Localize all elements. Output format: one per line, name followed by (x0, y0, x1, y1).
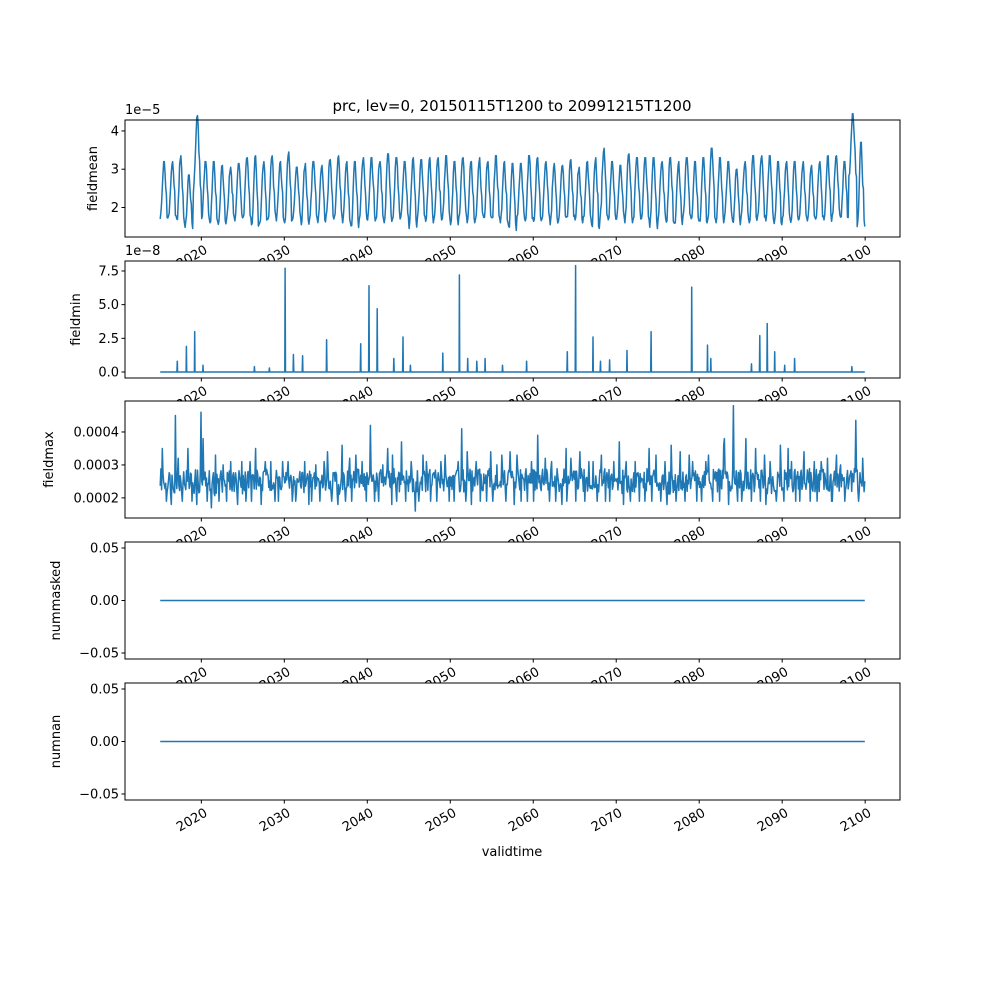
series-line-fieldmean (159, 112, 866, 232)
y-tick-label: 0.00 (90, 594, 119, 609)
axes-frame-fieldmean (124, 119, 901, 238)
y-tick-label: −0.05 (79, 788, 119, 803)
y-tick-label: 3 (111, 163, 119, 178)
y-tick-label: 0.00 (90, 735, 119, 750)
series-line-fieldmax (159, 404, 866, 512)
y-axis-label-numnan: numnan (49, 715, 64, 769)
chart-title: prc, lev=0, 20150115T1200 to 20991215T12… (332, 97, 691, 115)
y-offset-label: 1e−8 (125, 244, 160, 259)
series-line-fieldmin (160, 264, 865, 373)
y-tick-label: 5.0 (98, 298, 119, 313)
y-axis-label-fieldmean: fieldmean (86, 146, 101, 211)
y-tick-label: 0.0004 (74, 425, 120, 440)
y-tick-label: 2.5 (98, 332, 119, 347)
y-axis-label-fieldmin: fieldmin (69, 293, 84, 346)
y-tick-label: 2 (111, 201, 119, 216)
y-tick-label: 7.5 (98, 264, 119, 279)
y-axis-label-fieldmax: fieldmax (42, 431, 57, 488)
y-offset-label: 1e−5 (125, 103, 160, 118)
y-tick-label: 0.0003 (74, 458, 120, 473)
x-axis-label: validtime (482, 845, 543, 860)
y-tick-label: −0.05 (79, 647, 119, 662)
y-tick-label: 0.05 (90, 682, 119, 697)
axes-background-fieldmin (125, 261, 900, 378)
y-tick-label: 0.05 (90, 541, 119, 556)
y-axis-label-nummasked: nummasked (49, 561, 64, 641)
axes-background-fieldmean (125, 120, 900, 237)
y-tick-label: 0.0002 (74, 491, 120, 506)
y-tick-label: 4 (111, 124, 119, 139)
axes-background-fieldmax (125, 401, 900, 518)
axes-frame-fieldmax (124, 400, 901, 519)
axes-frame-fieldmin (124, 260, 901, 379)
y-tick-label: 0.0 (98, 366, 119, 381)
